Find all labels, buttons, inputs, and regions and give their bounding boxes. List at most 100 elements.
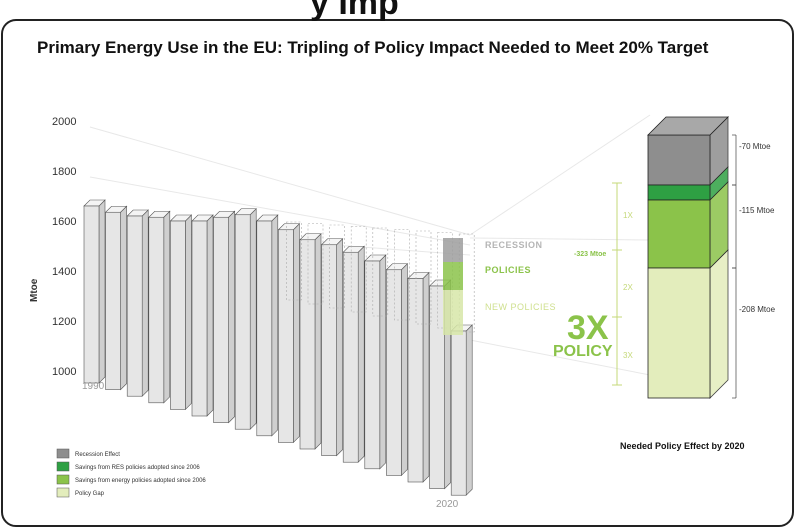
bar [126, 209, 149, 397]
bar-side [401, 263, 408, 477]
bar-side [357, 245, 365, 463]
projection-segment [443, 262, 463, 290]
bar-face [450, 330, 467, 496]
legend-swatch [56, 474, 70, 485]
frame-border [1, 19, 794, 527]
bar-face [191, 220, 208, 417]
stack-top [647, 116, 729, 136]
annotation-3x: 3X [567, 309, 609, 347]
right-stack-title: Needed Policy Effect by 2020 [620, 441, 745, 451]
stack-face [647, 199, 711, 269]
guide-line [469, 339, 651, 376]
bar-face [170, 220, 186, 410]
bar [212, 210, 236, 424]
segment-label: -208 Mtoe [739, 305, 776, 314]
y-tick-label: 1000 [52, 366, 76, 378]
projection-outlines [286, 221, 475, 333]
bar-face [213, 216, 229, 423]
segment-label: -70 Mtoe [739, 142, 771, 151]
annotation-new-policies: NEW POLICIES [485, 302, 556, 312]
bar [320, 238, 344, 457]
scale-label: 2X [623, 283, 633, 292]
bar [450, 324, 473, 496]
legend-label: Savings from energy policies adopted sin… [75, 478, 206, 484]
legend-swatch [56, 448, 70, 459]
bar [256, 214, 279, 437]
legend-label: Policy Gap [75, 491, 105, 497]
bar-side [336, 238, 343, 457]
bar-side [141, 209, 149, 397]
bar-face [299, 239, 316, 450]
projection-stack [443, 238, 463, 335]
projection-outline [372, 227, 389, 317]
bar-side [206, 214, 214, 417]
bar [407, 271, 430, 483]
bar [385, 263, 409, 477]
y-tick-label: 1600 [52, 216, 76, 228]
bar [234, 208, 257, 430]
bar-side [465, 324, 473, 496]
bar-face [407, 278, 424, 483]
bar-face [342, 251, 359, 463]
bar [342, 245, 365, 463]
bar-side [379, 254, 387, 470]
y-tick-label: 1800 [52, 166, 76, 178]
scale-label: 1X [623, 211, 633, 220]
bar-face [234, 214, 251, 430]
projection-outline [415, 230, 432, 325]
y-axis-label: Mtoe [29, 278, 40, 302]
annotation-recession: RECESSION [485, 240, 543, 250]
legend: Recession Effect Savings from RES policie… [56, 448, 206, 498]
legend-swatch [56, 487, 70, 498]
legend-swatch [56, 461, 70, 472]
stack-face [647, 134, 711, 186]
projection-outline [394, 229, 410, 321]
bar-face [105, 211, 121, 390]
bar-side [293, 223, 300, 444]
bar-face [386, 269, 402, 476]
annotation-policies: POLICIES [485, 265, 531, 275]
legend-label: Recession Effect [75, 452, 120, 458]
projection-outline [350, 226, 367, 313]
bar-side [422, 271, 430, 483]
bar-side [271, 214, 279, 437]
y-tick-label: 1400 [52, 266, 76, 278]
bar-face [148, 216, 165, 404]
guide-line [89, 176, 471, 246]
bar-face [278, 229, 294, 443]
projection-outline [286, 221, 302, 301]
scale-label: 3X [623, 351, 633, 360]
bar [364, 254, 387, 470]
projection-segment [443, 290, 463, 335]
bar-side [185, 214, 192, 411]
bar-face [364, 260, 381, 470]
bar-face [126, 215, 143, 397]
guide-line [469, 114, 651, 236]
bar [169, 214, 193, 411]
legend-label: Savings from RES policies adopted since … [75, 465, 200, 471]
bar [148, 210, 171, 404]
bar-side [228, 210, 235, 424]
bar-side [249, 208, 257, 430]
x-label-start: 1990 [82, 381, 105, 392]
header-fragment: y Imp [310, 0, 399, 22]
right-total-label: -323 Mtoe [574, 251, 606, 258]
bar-face [321, 244, 337, 456]
bar-face [83, 205, 100, 384]
bar [299, 233, 322, 450]
bar-face [256, 220, 273, 437]
y-tick-label: 2000 [52, 116, 76, 128]
bar [104, 205, 128, 391]
segment-label: -115 Mtoe [739, 206, 775, 215]
projection-outline [329, 224, 345, 309]
chart-title: Primary Energy Use in the EU: Tripling o… [37, 38, 709, 57]
x-label-end: 2020 [436, 499, 459, 510]
right-stack: -70 Mtoe -115 Mtoe -208 Mtoe 1X 2X 3X [612, 116, 776, 399]
annotation-policy: POLICY [553, 343, 613, 360]
bar [83, 199, 106, 384]
y-ticks: 1000 1200 1400 1600 1800 2000 [52, 116, 76, 378]
bars-group [83, 199, 473, 496]
bar [277, 223, 301, 444]
